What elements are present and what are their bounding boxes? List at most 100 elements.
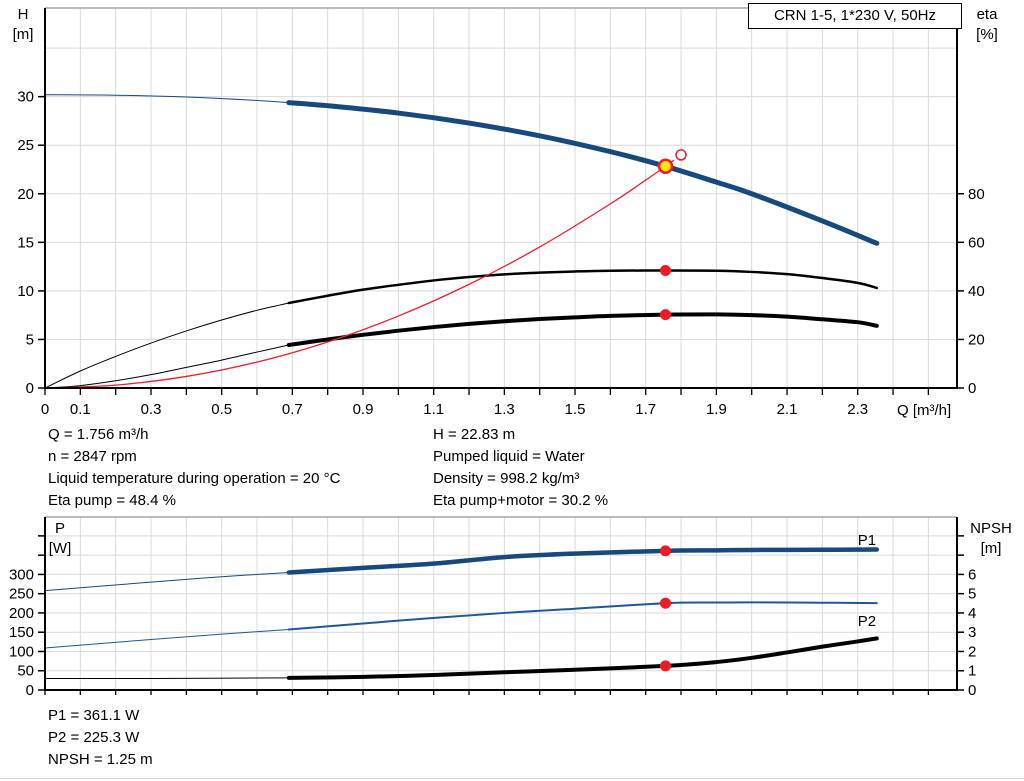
bottom-divider (0, 778, 1024, 779)
head-eta-chart: 0 0.1 0.3 0.5 0.7 0.9 1.1 1.3 1.5 1.7 1.9 2.1 2.3 0 5 1… (17, 7, 985, 418)
x-tick-label: 0.1 (70, 401, 91, 418)
duty-point-marker (657, 158, 674, 175)
y-right-tick-label: 3 (968, 624, 976, 641)
x-tick-label: 1.3 (494, 401, 515, 418)
P1-curve (286, 547, 880, 575)
y-right-tick-label: 5 (968, 586, 976, 603)
operating-point-dot (659, 660, 671, 672)
power-npsh-chart: P1 P2 0 50 100 150 200 250 300 0 1 2 3 4 5 6 (9, 516, 976, 699)
x-tick-label: 0 (41, 401, 49, 418)
head-curve (286, 100, 880, 246)
y-left-tick-label: 150 (9, 624, 34, 641)
y-axis-label-head-symbol: H (17, 6, 29, 23)
x-tick-label: 1.5 (565, 401, 586, 418)
y-left-tick-label: 200 (9, 605, 34, 622)
gridlines (45, 8, 957, 388)
x-axis-label-flow: Q [m³/h] (897, 402, 952, 419)
y-axis-label-npsh-symbol: NPSH (970, 520, 1012, 537)
operating-point-dot (659, 545, 671, 557)
info-line-eta-pump-motor: Eta pump+motor = 30.2 % (433, 492, 609, 509)
x-tick-label: 1.1 (423, 401, 444, 418)
y-right-tick-label: 0 (968, 380, 976, 397)
y-left-tick-label: 0 (26, 380, 34, 397)
y-left-tick-label: 300 (9, 566, 34, 583)
y-left-tick-label: 15 (17, 234, 34, 251)
y-right-tick-label: 0 (968, 682, 976, 699)
y-axis-label-head-unit: [m] (12, 26, 34, 43)
eta-pump-motor-thin (44, 344, 289, 389)
chart-frame: 0 50 100 150 200 250 300 0 1 2 3 4 5 6 (9, 516, 976, 699)
P1-curve-thin (44, 571, 289, 592)
y-right-tick-label: 4 (968, 605, 976, 622)
x-tick-label: 1.9 (706, 401, 727, 418)
eta-pump-motor (286, 312, 879, 348)
result-line-p1: P1 = 361.1 W (48, 707, 140, 724)
info-line-speed: n = 2847 rpm (48, 448, 137, 465)
result-line-p2: P2 = 225.3 W (48, 729, 140, 746)
y-right-tick-label: 40 (968, 283, 985, 300)
operating-point-dot (659, 309, 671, 321)
x-tick-label: 2.3 (847, 401, 868, 418)
y-left-tick-label: 50 (17, 663, 34, 680)
y-right-tick-label: 80 (968, 186, 985, 203)
P2-curve (287, 601, 878, 631)
y-right-tick-label: 1 (968, 663, 976, 680)
y-right-tick-label: 60 (968, 234, 985, 251)
operating-point-dot (659, 264, 671, 276)
x-tick-label: 0.9 (353, 401, 374, 418)
x-tick-label: 0.3 (141, 401, 162, 418)
y-axis-label-power: P [W] (36, 519, 84, 559)
duty-info-left-column: Q = 1.756 m³/h n = 2847 rpm Liquid tempe… (48, 424, 340, 512)
P1-curve-label: P1 (858, 532, 876, 549)
info-line-temperature: Liquid temperature during operation = 20… (48, 470, 341, 487)
info-line-density: Density = 998.2 kg/m³ (433, 470, 580, 487)
x-tick-label: 0.5 (211, 401, 232, 418)
y-axis-label-head: H [m] (2, 5, 44, 45)
y-left-tick-label: 250 (9, 586, 34, 603)
y-left-tick-label: 20 (17, 186, 34, 203)
y-axis-label-npsh-unit: [m] (980, 540, 1002, 557)
y-axis-label-eta: eta [%] (963, 5, 1011, 45)
y-right-tick-label: 6 (968, 566, 976, 583)
info-line-flow: Q = 1.756 m³/h (48, 426, 149, 443)
chart-frame: 0 0.1 0.3 0.5 0.7 0.9 1.1 1.3 1.5 1.7 1.9 2.1 2.3 0 5 1… (17, 7, 985, 418)
y-left-tick-label: 5 (26, 331, 34, 348)
y-axis-label-power-symbol: P (54, 520, 65, 537)
series: P1 P2 (44, 532, 880, 680)
y-axis-label-eta-symbol: eta (976, 6, 998, 23)
info-line-liquid: Pumped liquid = Water (433, 448, 585, 465)
duty-markers (657, 149, 687, 321)
x-tick-label: 1.7 (635, 401, 656, 418)
power-results-column: P1 = 361.1 W P2 = 225.3 W NPSH = 1.25 m (48, 705, 153, 771)
P2-curve-thin (44, 629, 289, 649)
system-curve (44, 159, 675, 389)
info-line-head: H = 22.83 m (433, 426, 516, 443)
y-left-tick-label: 25 (17, 137, 34, 154)
NPSH-curve (286, 636, 879, 680)
y-right-tick-label: 20 (968, 331, 985, 348)
y-right-tick-label: 2 (968, 643, 976, 660)
requested-duty-point-marker (675, 149, 687, 161)
result-line-npsh: NPSH = 1.25 m (48, 751, 153, 768)
y-axis-label-power-unit: [W] (48, 540, 72, 557)
y-left-tick-label: 0 (26, 682, 34, 699)
operating-point-dot (659, 597, 671, 609)
y-left-tick-label: 30 (17, 89, 34, 106)
P2-curve-label: P2 (858, 613, 876, 630)
x-tick-label: 2.1 (777, 401, 798, 418)
x-tick-label: 0.7 (282, 401, 303, 418)
duty-info-right-column: H = 22.83 m Pumped liquid = Water Densit… (433, 424, 608, 512)
y-left-tick-label: 10 (17, 283, 34, 300)
eta-pump (287, 269, 879, 305)
y-axis-label-npsh: NPSH [m] (960, 519, 1022, 559)
head-curve-thin (44, 94, 289, 104)
info-line-eta-pump: Eta pump = 48.4 % (48, 492, 176, 509)
pump-title-box: CRN 1-5, 1*230 V, 50Hz (748, 3, 962, 29)
series (44, 94, 880, 389)
eta-pump-thin (44, 302, 289, 389)
duty-markers (659, 545, 671, 672)
NPSH-curve-thin (44, 677, 289, 679)
y-left-tick-label: 100 (9, 643, 34, 660)
